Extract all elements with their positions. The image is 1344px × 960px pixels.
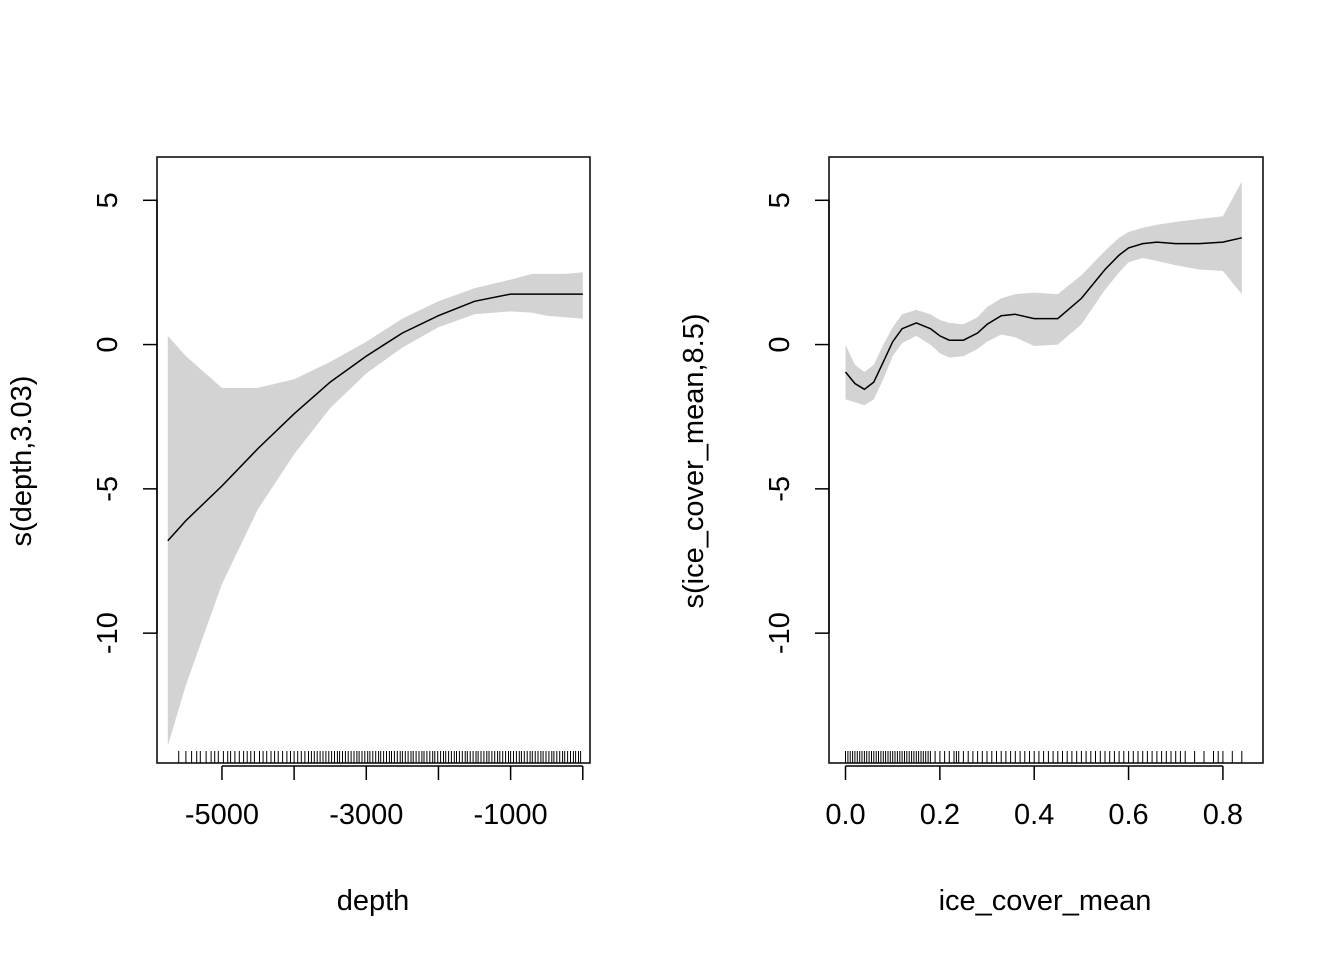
fit-line — [844, 237, 1242, 391]
y-tick-label: -5 — [92, 476, 124, 502]
y-tick-label: 5 — [764, 192, 796, 208]
y-tick-label: -10 — [764, 612, 796, 654]
x-tick-label: 0.4 — [1014, 799, 1054, 831]
y-axis: 5 0 -5 -10 — [764, 192, 830, 654]
x-tick-label: 0.2 — [920, 799, 960, 831]
y-tick-label: -10 — [92, 612, 124, 654]
confidence-band — [167, 272, 583, 746]
y-tick-label: 5 — [92, 192, 124, 208]
x-tick-label: -1000 — [474, 799, 548, 831]
y-axis: 5 0 -5 -10 — [92, 192, 158, 654]
panel-ice-cover-mean: 0.0 0.2 0.4 0.6 0.8 5 0 -5 -10 ice_cover_mean s… — [678, 156, 1264, 917]
x-tick-label: 0.6 — [1108, 799, 1148, 831]
fit-line — [167, 293, 583, 542]
y-axis-label: s(depth,3.03) — [6, 376, 38, 547]
rug-marks — [178, 751, 582, 763]
x-tick-label: 0.8 — [1203, 799, 1243, 831]
rug-marks — [845, 751, 1243, 763]
y-tick-label: 0 — [92, 337, 124, 353]
y-tick-label: 0 — [764, 337, 796, 353]
panel-depth: -5000 -3000 -1000 5 0 -5 -10 depth s(depth,3.… — [6, 156, 591, 917]
x-axis: 0.0 0.2 0.4 0.6 0.8 — [825, 765, 1243, 831]
x-tick-label: 0.0 — [825, 799, 865, 831]
x-axis: -5000 -3000 -1000 — [185, 765, 584, 831]
x-tick-label: -5000 — [185, 799, 259, 831]
x-axis-label: depth — [337, 885, 410, 917]
confidence-band — [845, 181, 1242, 406]
y-tick-label: -5 — [764, 476, 796, 502]
x-axis-label: ice_cover_mean — [939, 885, 1152, 917]
y-axis-label: s(ice_cover_mean,8.5) — [678, 314, 710, 609]
x-tick-label: -3000 — [329, 799, 403, 831]
